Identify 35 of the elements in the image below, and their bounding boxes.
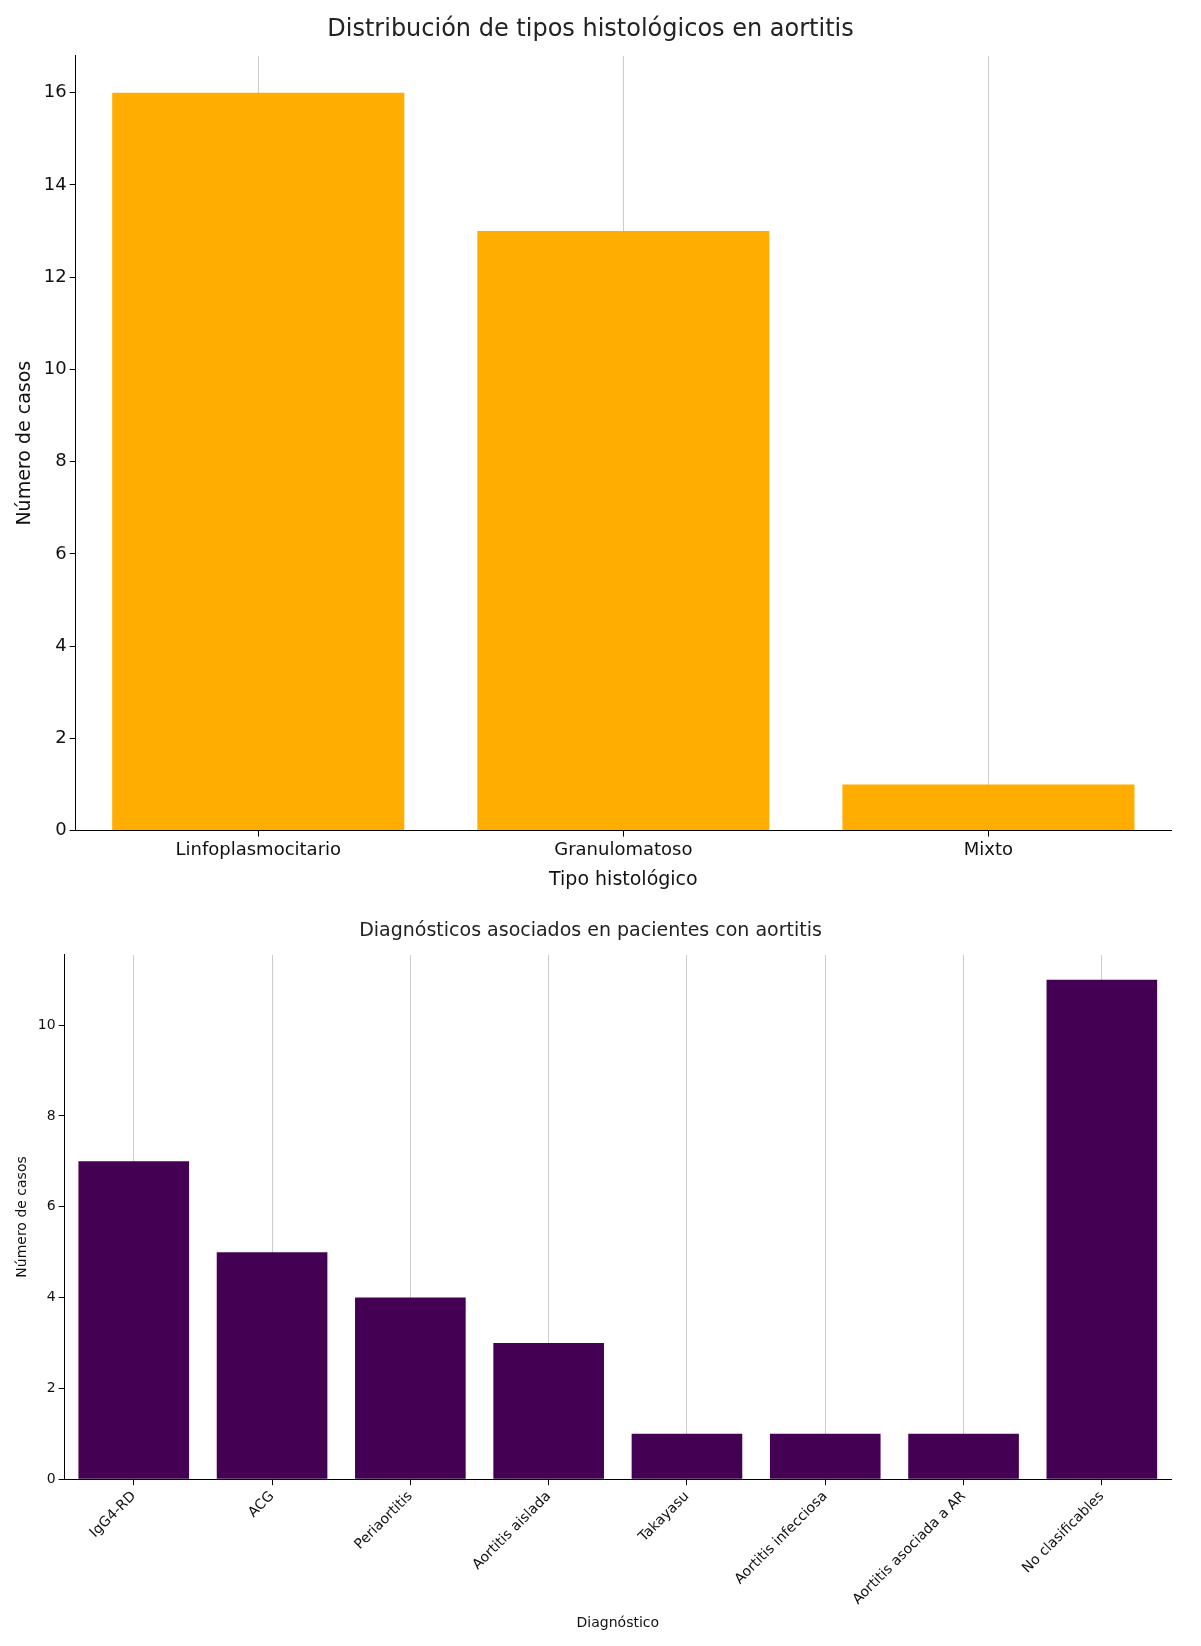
y-tick-label: 8 <box>46 1106 56 1123</box>
y-tick-label: 12 <box>43 264 67 286</box>
y-tick-label: 2 <box>46 1378 56 1395</box>
chart-title: Diagnósticos asociados en pacientes con aortitis <box>359 918 822 941</box>
x-tick-label: Linfoplasmocitario <box>175 838 342 860</box>
y-tick-label: 10 <box>43 357 67 379</box>
y-tick-label: 4 <box>55 633 67 655</box>
bar <box>216 1252 328 1479</box>
x-tick-label: Granulomatoso <box>554 838 693 860</box>
y-tick-label: 0 <box>46 1469 56 1486</box>
y-tick-label: 6 <box>55 541 67 563</box>
bar <box>769 1433 881 1479</box>
bar <box>842 784 1135 831</box>
bar <box>355 1297 466 1479</box>
bar <box>493 1342 604 1479</box>
y-tick-label: 0 <box>55 818 67 840</box>
y-tick-label: 4 <box>46 1288 56 1305</box>
bar <box>477 231 770 831</box>
y-axis-title: Número de casos <box>13 1156 30 1278</box>
bar <box>1046 979 1158 1479</box>
y-tick-label: 14 <box>43 172 67 194</box>
y-axis-title: Número de casos <box>12 360 35 526</box>
y-tick-label: 16 <box>43 80 67 102</box>
chart-title: Distribución de tipos histológicos en aortitis <box>327 13 854 42</box>
bar <box>631 1433 743 1479</box>
x-axis-title: Diagnóstico <box>576 1614 660 1631</box>
y-tick-label: 6 <box>46 1197 56 1214</box>
bar <box>112 92 405 831</box>
bar <box>908 1433 1019 1479</box>
y-tick-label: 10 <box>37 1015 56 1032</box>
x-tick-label: Mixto <box>963 838 1014 860</box>
y-tick-label: 8 <box>55 449 67 471</box>
y-tick-label: 2 <box>55 726 67 748</box>
bar <box>78 1161 190 1479</box>
x-axis-title: Tipo histológico <box>548 866 698 889</box>
